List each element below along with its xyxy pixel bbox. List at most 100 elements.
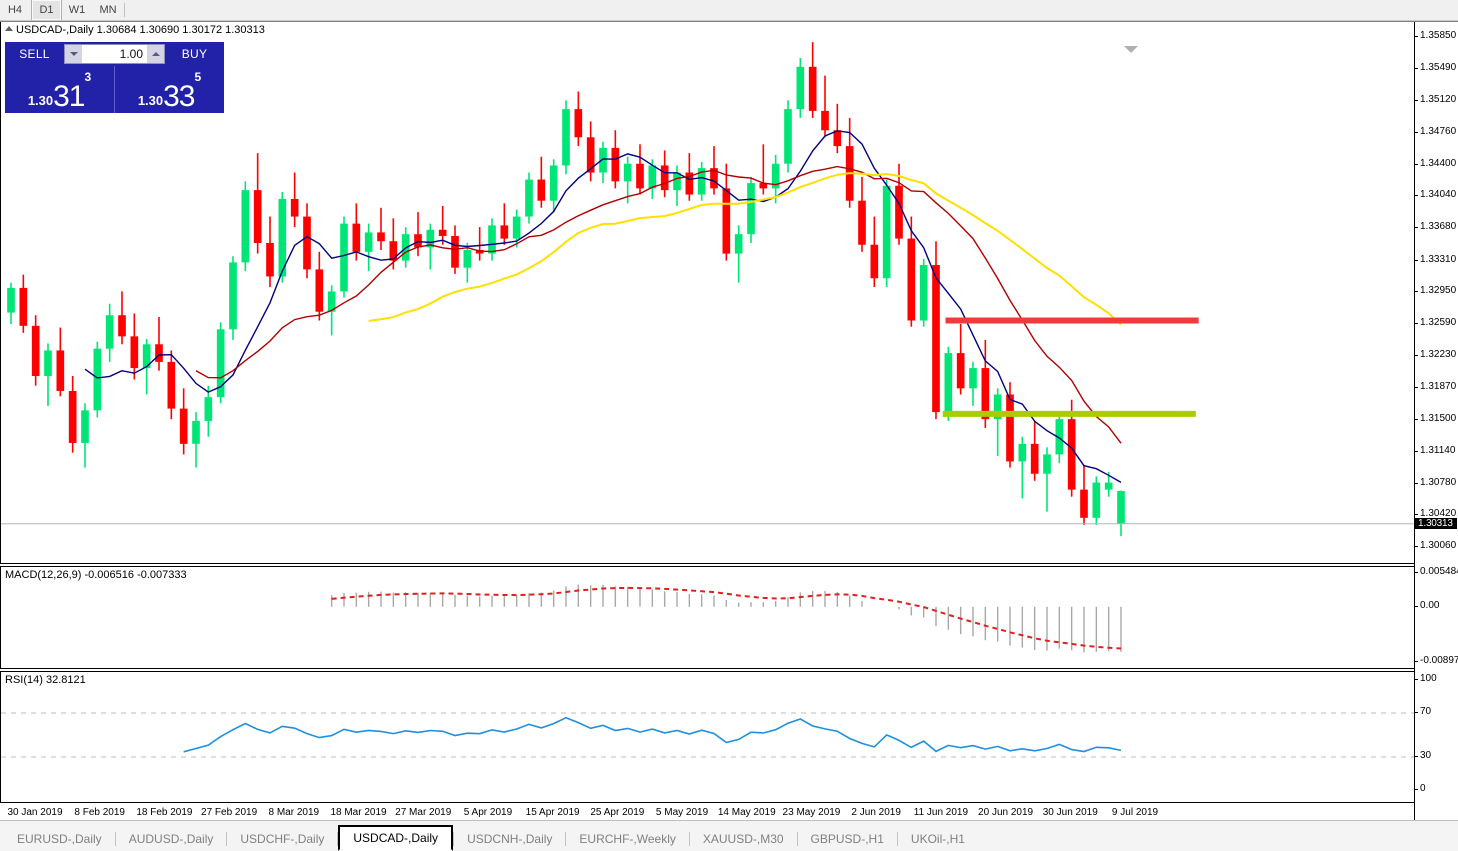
chart-frame: USDCAD-,Daily 1.30684 1.30690 1.30172 1.…	[0, 21, 1458, 821]
price-tick-label: 1.35490	[1415, 62, 1456, 73]
oct-prices: 1.30 31 3 1.30 33 5	[5, 66, 224, 113]
price-tick-label: 1.35120	[1415, 94, 1456, 105]
chart-tab-ukoil-h1[interactable]: UKOil-,H1	[910, 832, 965, 846]
chart-symbol-text: USDCAD-,Daily 1.30684 1.30690 1.30172 1.…	[16, 24, 265, 36]
macd-tick-label: 0.005484	[1415, 566, 1458, 577]
date-tick-label: 8 Feb 2019	[74, 807, 126, 818]
buy-label[interactable]: BUY	[181, 47, 208, 61]
chart-tab-usdchf-daily[interactable]: USDCHF-,Daily	[240, 832, 325, 846]
toolbar-divider	[124, 3, 125, 17]
date-tick-label: 25 Apr 2019	[590, 807, 645, 818]
rsi-tick-label: 0	[1415, 783, 1426, 794]
price-tick-label: 1.30060	[1415, 540, 1456, 551]
price-tick-label: 1.34400	[1415, 158, 1456, 169]
chart-tab-eurchf-weekly[interactable]: EURCHF-,Weekly	[579, 832, 676, 846]
date-tick-label: 30 Jan 2019	[7, 807, 63, 818]
chart-scroll-marker-icon[interactable]	[1124, 46, 1138, 53]
date-tick-label: 18 Mar 2019	[330, 807, 387, 818]
rsi-indicator-pane[interactable]: RSI(14) 32.8121	[0, 671, 1414, 803]
date-tick-label: 5 Apr 2019	[463, 807, 513, 818]
date-tick-label: 23 May 2019	[782, 807, 841, 818]
macd-title: MACD(12,26,9) -0.006516 -0.007333	[5, 569, 187, 581]
chart-symbol-header: USDCAD-,Daily 1.30684 1.30690 1.30172 1.…	[5, 24, 265, 36]
volume-decrement-button[interactable]	[65, 45, 82, 63]
price-tick-label: 1.31140	[1415, 445, 1455, 456]
date-tick-label: 9 Jul 2019	[1111, 807, 1159, 818]
price-tick-label: 1.32230	[1415, 349, 1456, 360]
collapse-arrow-icon[interactable]	[5, 26, 13, 31]
date-tick-label: 30 Jun 2019	[1042, 807, 1098, 818]
price-tick-label: 1.33310	[1415, 254, 1456, 265]
sell-price-button[interactable]: 1.30 31 3	[5, 66, 115, 113]
timeframe-toolbar: H4 D1 W1 MN	[0, 0, 1458, 21]
tab-divider	[896, 832, 898, 846]
price-axis[interactable]: 1.35850 1.35490 1.35120 1.34760 1.34400 1.340…	[1414, 22, 1458, 821]
rsi-canvas	[1, 712, 1414, 758]
tab-divider	[565, 832, 567, 846]
rsi-tick-label: 100	[1415, 673, 1437, 684]
buy-price-main: 33	[163, 80, 195, 113]
current-price-label: 1.30313	[1415, 517, 1457, 529]
price-tick-label: 1.32950	[1415, 285, 1456, 296]
price-candlestick-canvas	[1, 42, 1414, 537]
date-tick-label: 2 Jun 2019	[851, 807, 901, 818]
date-tick-label: 14 May 2019	[717, 807, 776, 818]
date-tick-label: 27 Mar 2019	[395, 807, 452, 818]
date-tick-label: 11 Jun 2019	[913, 807, 969, 818]
chart-tab-usdcad-daily[interactable]: USDCAD-,Daily	[338, 825, 454, 851]
timeframe-button-w1[interactable]: W1	[62, 0, 93, 20]
one-click-trading-panel[interactable]: SELL 1.00 BUY 1.30 31 3 1.30 33 5	[5, 42, 224, 113]
volume-increment-button[interactable]	[147, 45, 164, 63]
rsi-tick-label: 70	[1415, 706, 1431, 717]
price-tick-label: 1.34760	[1415, 126, 1456, 137]
price-tick-label: 1.30780	[1415, 477, 1456, 488]
chart-tab-audusd-daily[interactable]: AUDUSD-,Daily	[128, 832, 214, 846]
tab-divider	[114, 832, 116, 846]
macd-tick-label: -0.00897	[1415, 655, 1458, 666]
sell-price-prefix: 1.30	[27, 93, 54, 108]
sell-price-pipette: 3	[84, 70, 92, 84]
sell-price-main: 31	[53, 80, 85, 113]
price-tick-label: 1.35850	[1415, 30, 1456, 41]
date-tick-label: 8 Mar 2019	[268, 807, 320, 818]
price-tick-label: 1.31500	[1415, 413, 1456, 424]
tab-divider	[688, 832, 690, 846]
chart-tab-xauusd-m30[interactable]: XAUUSD-,M30	[702, 832, 784, 846]
macd-tick-label: 0.00	[1415, 600, 1439, 611]
buy-price-pipette: 5	[194, 70, 202, 84]
price-tick-label: 1.34040	[1415, 189, 1456, 200]
macd-indicator-pane[interactable]: MACD(12,26,9) -0.006516 -0.007333	[0, 566, 1414, 669]
date-tick-label: 27 Feb 2019	[201, 807, 258, 818]
chart-tab-usdcnh-daily[interactable]: USDCNH-,Daily	[467, 832, 553, 846]
tab-divider	[796, 832, 798, 846]
date-tick-label: 20 Jun 2019	[978, 807, 1034, 818]
chart-tab-bar: EURUSD-,Daily AUDUSD-,Daily USDCHF-,Daily U…	[0, 820, 1458, 851]
timeframe-button-mn[interactable]: MN	[93, 0, 124, 20]
timeframe-button-d1[interactable]: D1	[31, 0, 62, 20]
price-tick-label: 1.32590	[1415, 317, 1456, 328]
chevron-up-icon	[151, 52, 160, 56]
rsi-title: RSI(14) 32.8121	[5, 674, 86, 686]
oct-toolbar: SELL 1.00 BUY	[5, 42, 224, 66]
chart-tab-eurusd-daily[interactable]: EURUSD-,Daily	[17, 832, 102, 846]
price-chart-pane[interactable]: USDCAD-,Daily 1.30684 1.30690 1.30172 1.…	[0, 22, 1414, 564]
date-tick-label: 18 Feb 2019	[136, 807, 193, 818]
price-tick-label: 1.30420	[1415, 508, 1456, 519]
date-tick-label: 5 May 2019	[655, 807, 709, 818]
timeframe-button-h4[interactable]: H4	[0, 0, 31, 20]
tab-divider	[226, 832, 228, 846]
buy-price-prefix: 1.30	[137, 93, 164, 108]
chevron-down-icon	[69, 52, 78, 56]
volume-value[interactable]: 1.00	[119, 47, 143, 61]
tab-divider	[453, 832, 455, 846]
price-tick-label: 1.33680	[1415, 221, 1456, 232]
chart-tab-gbpusd-h1[interactable]: GBPUSD-,H1	[810, 832, 884, 846]
price-tick-label: 1.31870	[1415, 381, 1456, 392]
volume-stepper[interactable]: 1.00	[64, 44, 165, 64]
buy-price-button[interactable]: 1.30 33 5	[115, 66, 224, 113]
rsi-tick-label: 30	[1415, 750, 1431, 761]
date-axis: 30 Jan 2019 8 Feb 2019 18 Feb 2019 27 Feb 2…	[0, 805, 1414, 821]
sell-label[interactable]: SELL	[19, 47, 50, 61]
tab-divider	[337, 832, 339, 846]
